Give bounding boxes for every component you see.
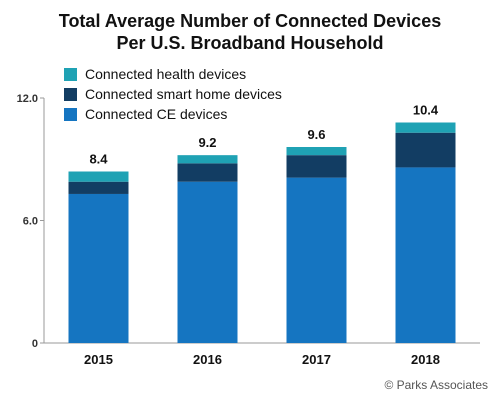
- total-label-2016: 9.2: [198, 135, 216, 150]
- x-tick-label-2018: 2018: [411, 352, 440, 367]
- y-tick-label-1: 6.0: [23, 216, 38, 228]
- legend: Connected health devices Connected smart…: [64, 64, 282, 124]
- chart-title-line-1: Total Average Number of Connected Device…: [58, 11, 442, 31]
- bar-2015-series-0: [68, 193, 129, 343]
- legend-label-ce: Connected CE devices: [85, 106, 228, 122]
- chart-title-line-2: Per U.S. Broadband Household: [116, 33, 384, 53]
- y-tick-label-0: 0: [32, 338, 38, 350]
- chart-title: Total Average Number of Connected Device…: [0, 10, 500, 54]
- legend-swatch-health: [64, 67, 77, 81]
- bar-2017-series-1: [286, 155, 347, 178]
- legend-label-health: Connected health devices: [85, 66, 247, 82]
- legend-label-smart-home: Connected smart home devices: [85, 86, 282, 102]
- y-ticks: 0 6.0 12.0: [17, 93, 44, 350]
- bar-2016-series-2: [177, 155, 238, 164]
- total-label-2017: 9.6: [307, 127, 325, 142]
- bar-2015-series-1: [68, 181, 129, 194]
- bar-2017-series-2: [286, 147, 347, 156]
- total-label-2015: 8.4: [89, 152, 108, 167]
- legend-item-health: Connected health devices: [64, 64, 282, 84]
- x-tick-label-2017: 2017: [302, 352, 331, 367]
- bar-2018-series-0: [395, 167, 456, 343]
- legend-item-ce: Connected CE devices: [64, 104, 282, 124]
- bars: [68, 122, 456, 343]
- bar-2015-series-2: [68, 171, 129, 182]
- legend-swatch-ce: [64, 107, 77, 121]
- x-tick-label-2016: 2016: [193, 352, 222, 367]
- labels: 8.4 2015 9.2 2016 9.6 2017 10.4 2018: [84, 103, 440, 368]
- x-tick-label-2015: 2015: [84, 352, 113, 367]
- bar-2016-series-1: [177, 163, 238, 182]
- bar-2018-series-1: [395, 132, 456, 168]
- bar-2016-series-0: [177, 181, 238, 343]
- y-tick-label-2: 12.0: [17, 93, 38, 105]
- source-credit: © Parks Associates: [384, 378, 488, 392]
- bar-2017-series-0: [286, 177, 347, 343]
- legend-swatch-smart-home: [64, 87, 77, 101]
- total-label-2018: 10.4: [413, 103, 439, 118]
- bar-2018-series-2: [395, 122, 456, 133]
- legend-item-smart-home: Connected smart home devices: [64, 84, 282, 104]
